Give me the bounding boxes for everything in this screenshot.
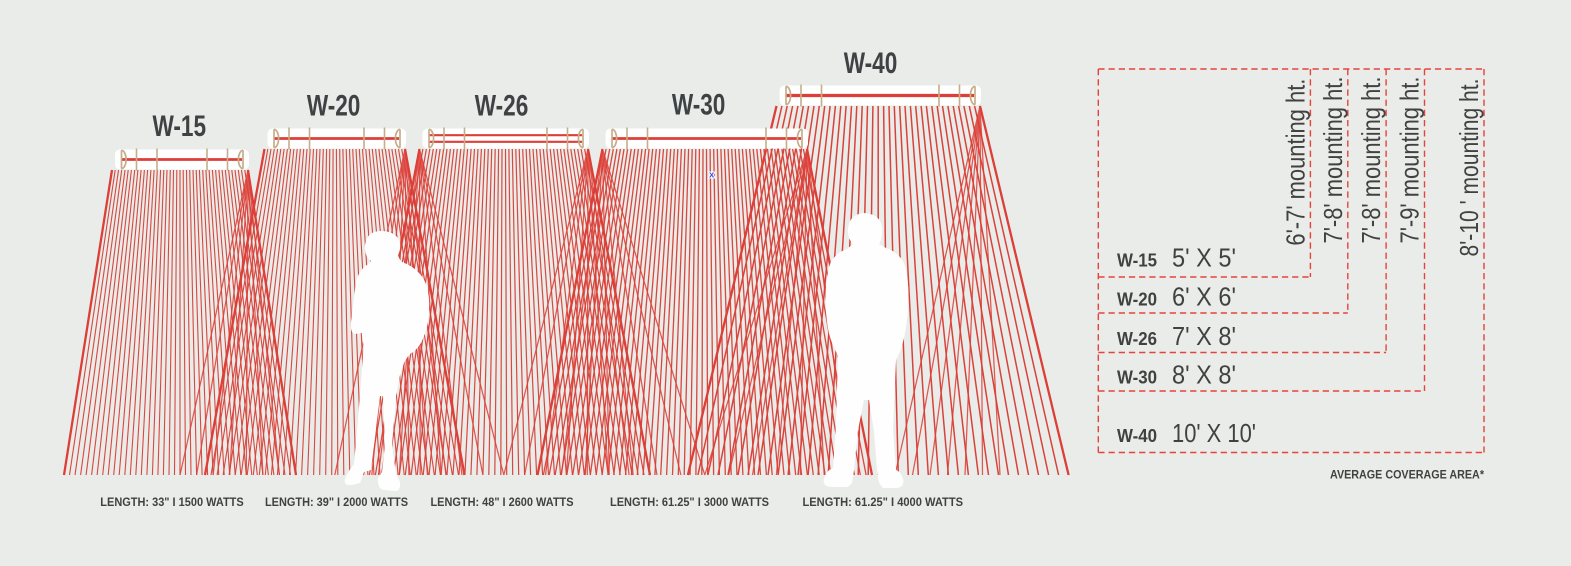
svg-text:10' X 10': 10' X 10' bbox=[1172, 420, 1256, 448]
svg-text:x: x bbox=[709, 170, 715, 181]
svg-text:7'-8' mounting ht.: 7'-8' mounting ht. bbox=[1318, 77, 1348, 244]
svg-text:6'-7' mounting ht.: 6'-7' mounting ht. bbox=[1280, 79, 1310, 246]
svg-text:7'-9' mounting ht.: 7'-9' mounting ht. bbox=[1395, 77, 1425, 244]
svg-text:6' X 6': 6' X 6' bbox=[1172, 283, 1236, 311]
svg-text:7' X 8': 7' X 8' bbox=[1172, 323, 1236, 351]
svg-text:W-20: W-20 bbox=[1117, 288, 1157, 309]
svg-text:W-30: W-30 bbox=[672, 88, 726, 121]
svg-text:5' X 5': 5' X 5' bbox=[1172, 245, 1236, 273]
svg-text:W-40: W-40 bbox=[1117, 425, 1157, 446]
svg-text:8'-10 ' mounting ht.: 8'-10 ' mounting ht. bbox=[1454, 79, 1484, 257]
svg-text:7'-8' mounting ht.: 7'-8' mounting ht. bbox=[1356, 77, 1386, 244]
svg-text:W-40: W-40 bbox=[844, 47, 898, 80]
svg-text:W-15: W-15 bbox=[1117, 250, 1157, 271]
svg-text:LENGTH: 61.25" I 3000 WATTS: LENGTH: 61.25" I 3000 WATTS bbox=[610, 495, 769, 509]
svg-text:8' X 8': 8' X 8' bbox=[1172, 361, 1236, 389]
svg-text:W-15: W-15 bbox=[153, 110, 207, 143]
svg-text:W-20: W-20 bbox=[307, 90, 361, 123]
svg-text:LENGTH: 39" I 2000 WATTS: LENGTH: 39" I 2000 WATTS bbox=[265, 495, 408, 509]
svg-text:LENGTH: 33" I 1500 WATTS: LENGTH: 33" I 1500 WATTS bbox=[100, 495, 243, 509]
svg-text:W-30: W-30 bbox=[1117, 366, 1157, 387]
svg-text:W-26: W-26 bbox=[475, 90, 529, 123]
svg-text:W-26: W-26 bbox=[1117, 328, 1157, 349]
svg-text:AVERAGE COVERAGE AREA*: AVERAGE COVERAGE AREA* bbox=[1330, 468, 1484, 482]
svg-text:LENGTH: 48" I 2600 WATTS: LENGTH: 48" I 2600 WATTS bbox=[431, 495, 574, 509]
svg-text:LENGTH: 61.25" I 4000 WATTS: LENGTH: 61.25" I 4000 WATTS bbox=[803, 495, 964, 509]
